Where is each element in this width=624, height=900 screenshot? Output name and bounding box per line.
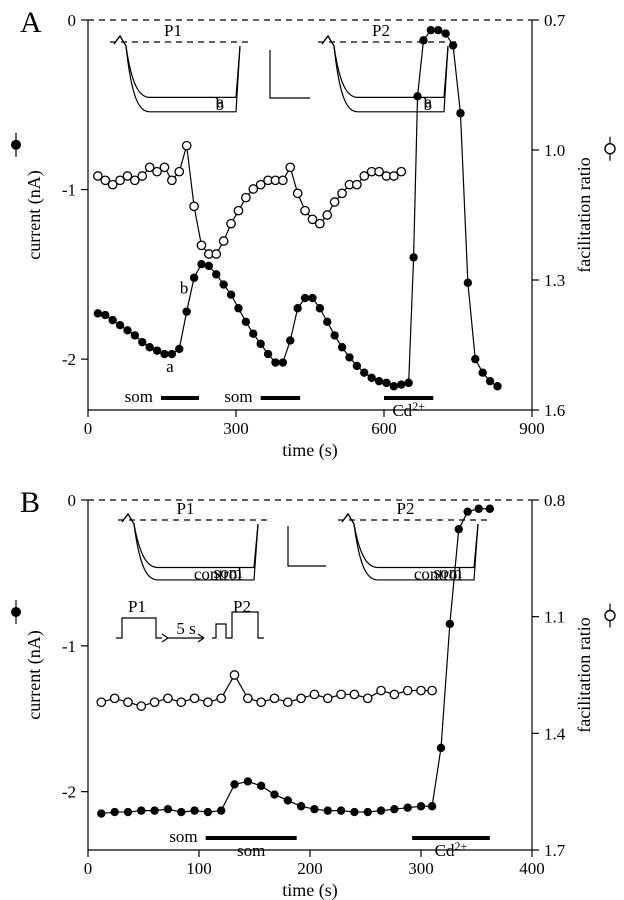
svg-text:P1: P1	[177, 499, 195, 518]
svg-text:P1: P1	[164, 21, 182, 40]
svg-text:0: 0	[68, 11, 77, 30]
svg-text:200: 200	[297, 859, 323, 878]
svg-text:b: b	[180, 279, 189, 298]
svg-text:1.7: 1.7	[544, 841, 566, 860]
svg-text:som: som	[224, 387, 252, 406]
svg-text:control: control	[194, 564, 242, 583]
svg-text:-2: -2	[62, 350, 76, 369]
svg-text:5 s: 5 s	[176, 619, 195, 638]
svg-text:som: som	[125, 387, 153, 406]
svg-text:-2: -2	[62, 783, 76, 802]
svg-text:P2: P2	[372, 21, 390, 40]
svg-text:current (nA): current (nA)	[24, 170, 45, 259]
svg-text:som: som	[169, 827, 197, 846]
svg-text:P1: P1	[128, 597, 146, 616]
svg-text:0: 0	[84, 859, 93, 878]
svg-text:P2: P2	[233, 597, 251, 616]
svg-text:-1: -1	[62, 637, 76, 656]
svg-text:Cd2+: Cd2+	[435, 839, 468, 860]
svg-text:current (nA): current (nA)	[24, 630, 45, 719]
svg-text:100: 100	[186, 859, 212, 878]
svg-text:time (s): time (s)	[282, 880, 338, 900]
svg-text:300: 300	[408, 859, 434, 878]
svg-text:a: a	[216, 92, 224, 111]
svg-text:1.1: 1.1	[544, 608, 565, 627]
figure: A 0 300 600 900 time (s) 0 -1 -2 current (nA) 0.7 1…	[0, 0, 624, 900]
svg-text:0: 0	[68, 491, 77, 510]
svg-text:a: a	[166, 357, 174, 376]
svg-text:400: 400	[519, 859, 545, 878]
svg-text:control: control	[414, 564, 462, 583]
svg-text:1.6: 1.6	[544, 401, 565, 420]
svg-text:A: A	[20, 6, 42, 39]
svg-text:facilitation ratio: facilitation ratio	[574, 617, 594, 732]
svg-text:900: 900	[519, 419, 545, 438]
svg-text:B: B	[20, 486, 40, 519]
svg-text:Cd2+: Cd2+	[392, 399, 425, 420]
svg-text:1.4: 1.4	[544, 724, 566, 743]
svg-text:a: a	[424, 92, 432, 111]
svg-text:0.8: 0.8	[544, 491, 565, 510]
svg-text:-1: -1	[62, 181, 76, 200]
svg-text:600: 600	[371, 419, 397, 438]
svg-text:1.3: 1.3	[544, 271, 565, 290]
svg-text:1.0: 1.0	[544, 141, 565, 160]
svg-text:P2: P2	[397, 499, 415, 518]
svg-text:time (s): time (s)	[282, 440, 338, 461]
svg-text:som: som	[237, 841, 265, 860]
svg-text:300: 300	[223, 419, 249, 438]
svg-text:0.7: 0.7	[544, 11, 566, 30]
svg-text:0: 0	[84, 419, 93, 438]
chart-svg: A 0 300 600 900 time (s) 0 -1 -2 current (nA) 0.7 1…	[0, 0, 624, 900]
svg-text:facilitation ratio: facilitation ratio	[574, 157, 594, 272]
